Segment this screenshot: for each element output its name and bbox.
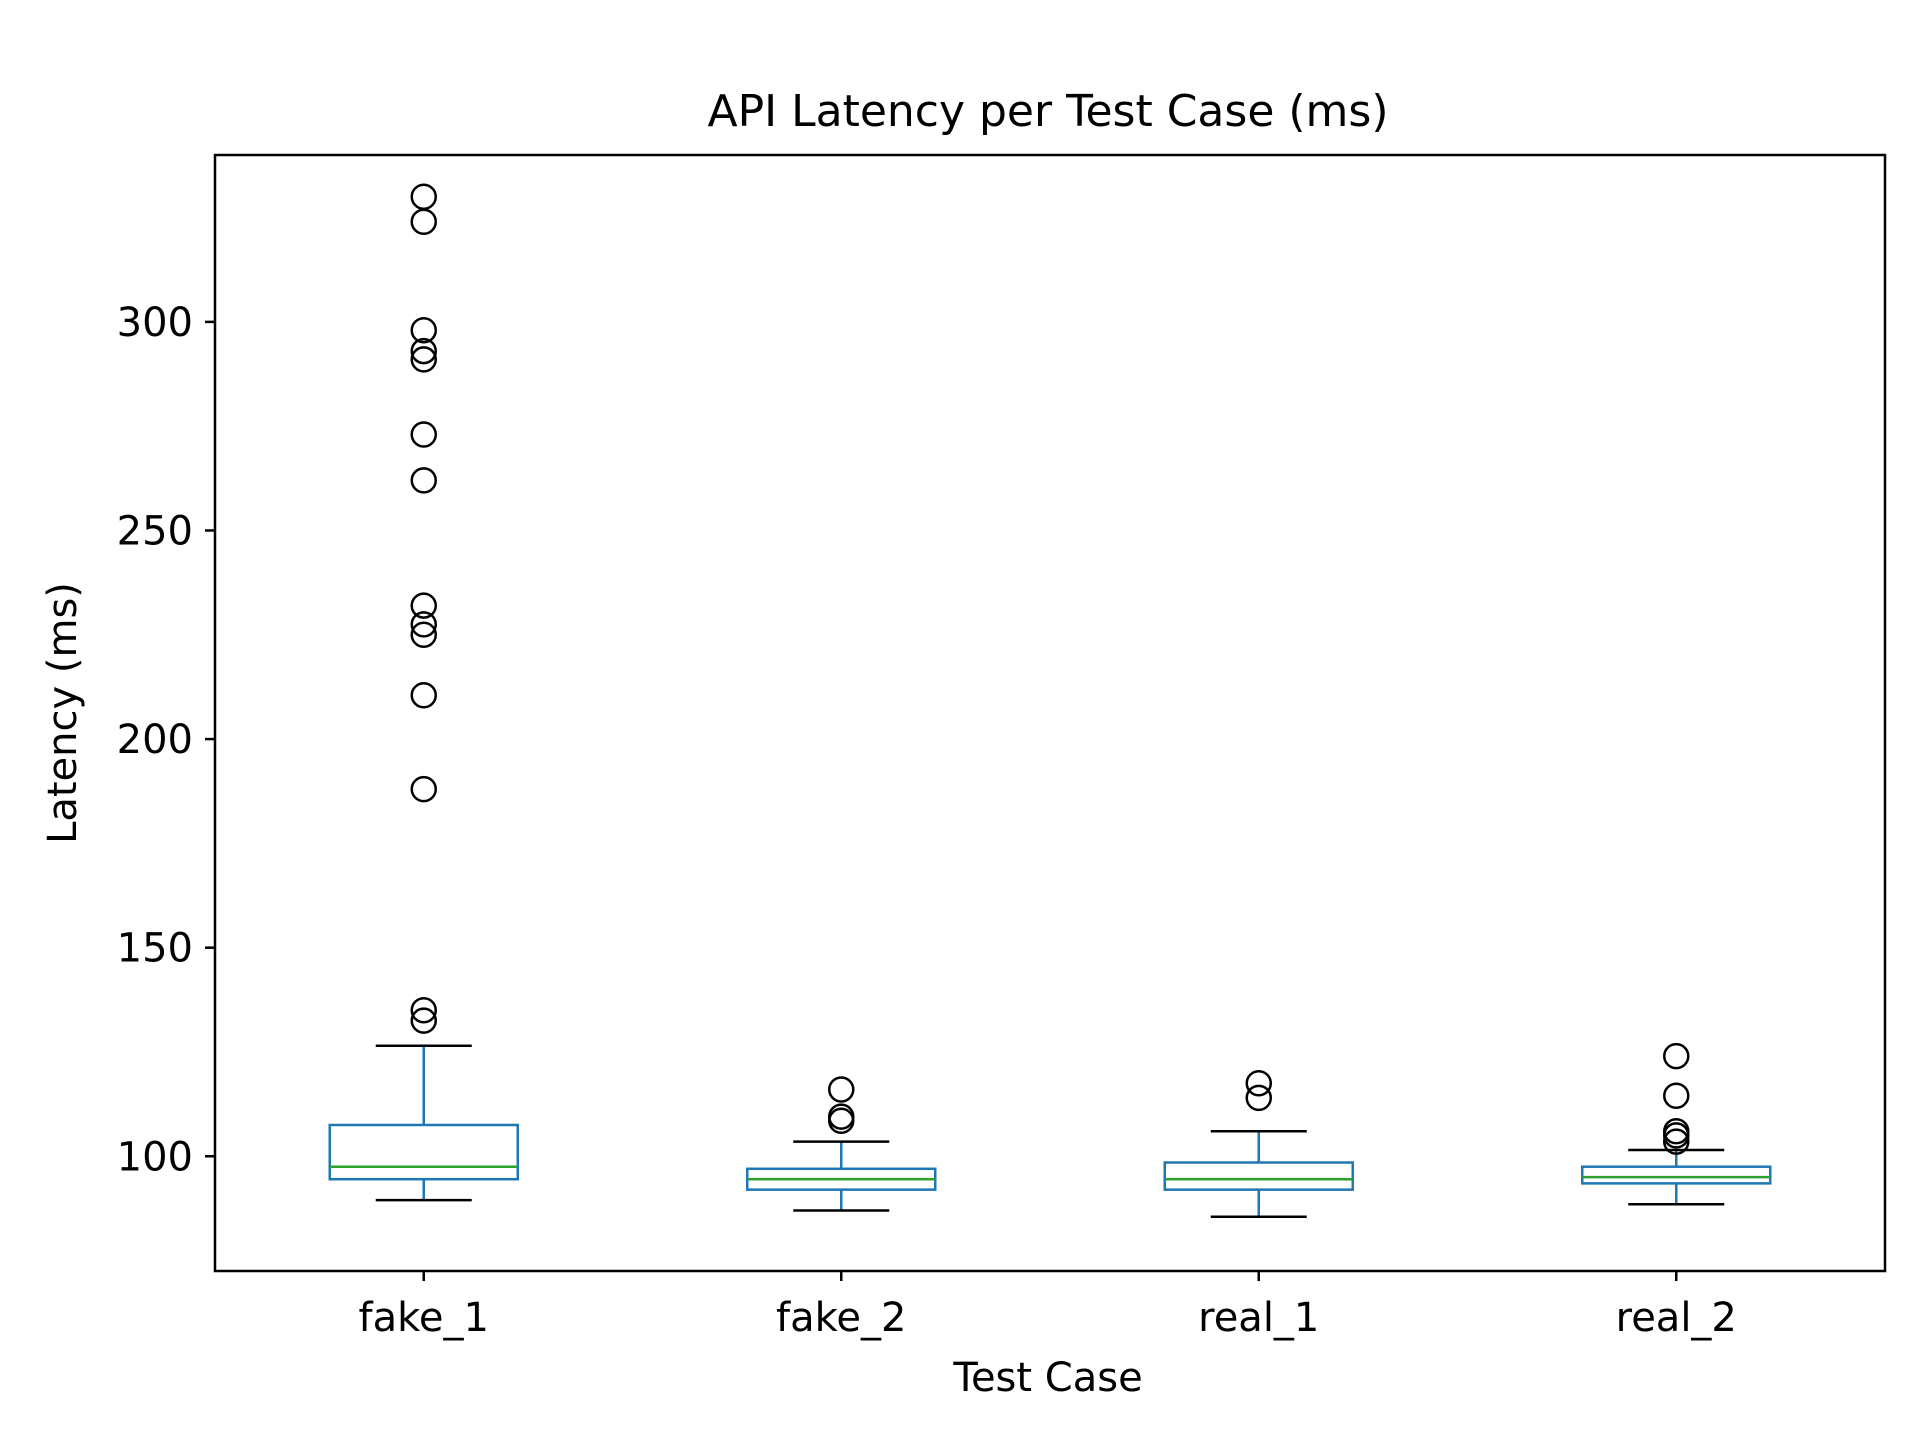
iqr-box	[328, 1123, 519, 1181]
outlier-point	[410, 611, 437, 638]
outlier-point	[1245, 1084, 1272, 1112]
outlier-point	[410, 346, 437, 373]
outlier-point	[410, 467, 437, 494]
y-axis-label: Latency (ms)	[40, 582, 86, 844]
x-tick-label: real_2	[1616, 1295, 1737, 1341]
outlier-point	[410, 997, 437, 1024]
outlier-point	[410, 775, 437, 803]
chart-title: API Latency per Test Case (ms)	[708, 86, 1389, 137]
outlier-point	[828, 1103, 855, 1130]
outlier-point	[1663, 1117, 1690, 1145]
outlier-point	[410, 621, 437, 649]
y-tick-label: 300	[117, 300, 193, 346]
outlier-point	[410, 337, 437, 365]
outlier-point	[1663, 1042, 1690, 1070]
plot-area: 100 150 200 250 300 fake_1 fake_2 real_1 real_2	[117, 183, 1772, 1341]
outlier-point	[410, 183, 437, 210]
x-tick-label: fake_2	[776, 1295, 906, 1341]
plot-frame	[213, 153, 1887, 1273]
x-axis-label: Test Case	[952, 1355, 1142, 1401]
outlier-point	[1663, 1082, 1690, 1110]
y-tick-label: 200	[117, 717, 193, 763]
y-tick-label: 250	[117, 508, 193, 554]
y-tick-label: 100	[117, 1134, 193, 1180]
outlier-point	[1245, 1070, 1272, 1097]
x-tick-label: fake_1	[359, 1295, 489, 1341]
outlier-point	[410, 592, 437, 619]
outlier-point	[410, 421, 437, 448]
outlier-point	[828, 1076, 855, 1103]
x-tick-label: real_1	[1198, 1295, 1319, 1341]
outlier-point	[410, 316, 437, 344]
iqr-box	[1163, 1161, 1354, 1191]
outlier-point	[410, 1007, 437, 1034]
iqr-box	[1581, 1165, 1772, 1185]
outlier-point	[410, 682, 437, 709]
y-tick-label: 150	[117, 926, 193, 972]
outlier-point	[1663, 1128, 1690, 1155]
